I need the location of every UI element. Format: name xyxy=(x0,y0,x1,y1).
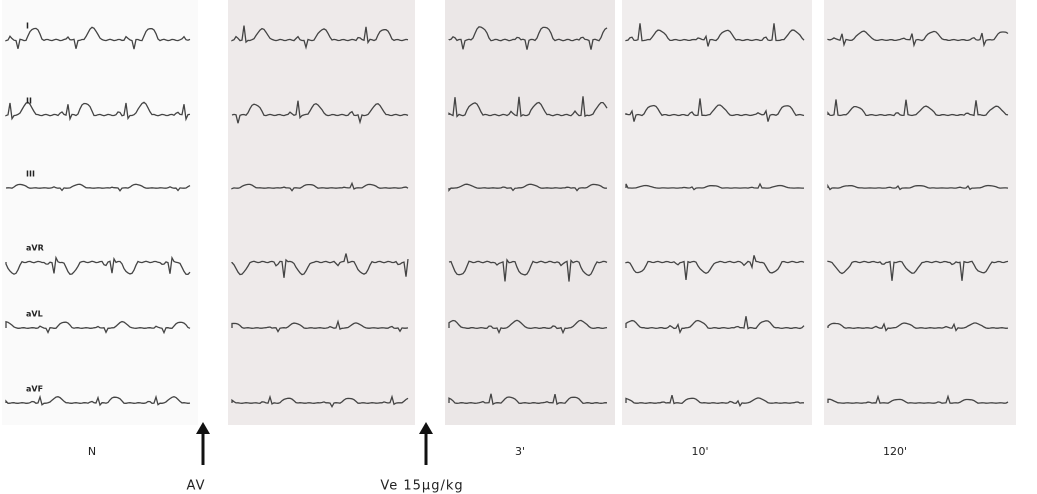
ecg-trace xyxy=(625,394,804,408)
ecg-trace xyxy=(827,394,1009,404)
ecg-trace xyxy=(625,255,805,280)
labels: N 3' 10' 120' AV Ve 15µg/kg xyxy=(88,422,907,494)
ecg-trace xyxy=(5,255,191,275)
ecg-trace xyxy=(231,25,409,50)
ecg-trace xyxy=(448,183,608,192)
panel-label: N xyxy=(88,445,96,458)
ecg-trace xyxy=(231,181,409,192)
ecg-trace xyxy=(625,316,805,335)
ecg-trace xyxy=(231,253,409,278)
ecg-trace xyxy=(827,30,1009,48)
arrow-head xyxy=(419,422,433,434)
strip-background xyxy=(824,0,1016,425)
ecg-trace xyxy=(625,98,805,122)
lead-label: aVL xyxy=(26,310,43,319)
ecg-trace xyxy=(827,183,1009,191)
ecg-trace xyxy=(231,394,409,409)
strip-background xyxy=(228,0,415,425)
ecg-trace xyxy=(5,183,191,192)
ecg-trace xyxy=(448,96,608,118)
ecg-trace xyxy=(231,319,409,333)
ecg-trace xyxy=(827,322,1009,332)
ecg-trace xyxy=(231,100,409,125)
ecg-trace xyxy=(5,101,191,122)
marker-label: Ve 15µg/kg xyxy=(380,479,463,494)
panel-label: 3' xyxy=(515,445,525,458)
ecg-trace xyxy=(827,260,1009,281)
lead-label: aVR xyxy=(26,244,44,253)
ecg-trace xyxy=(5,320,191,335)
marker-label: AV xyxy=(187,479,206,494)
panel-label: 10' xyxy=(691,445,708,458)
ecg-trace xyxy=(625,182,804,191)
lead-label: III xyxy=(26,170,35,179)
ecg-trace xyxy=(448,393,608,406)
lead-label: aVF xyxy=(26,385,43,394)
ecg-trace xyxy=(448,319,608,335)
panel-label: 120' xyxy=(883,445,907,458)
strip-background xyxy=(445,0,615,425)
lead-label: II xyxy=(26,97,32,106)
ecg-trace xyxy=(827,99,1009,117)
ecg-trace xyxy=(448,258,608,282)
lead-label: I xyxy=(26,22,29,31)
ecg-trace xyxy=(5,26,191,50)
arrow-head xyxy=(196,422,210,434)
ecg-trace xyxy=(448,26,608,50)
ecg-trace xyxy=(5,394,191,407)
strip-background xyxy=(2,0,198,425)
ecg-trace xyxy=(625,23,805,47)
strip-background xyxy=(622,0,812,425)
